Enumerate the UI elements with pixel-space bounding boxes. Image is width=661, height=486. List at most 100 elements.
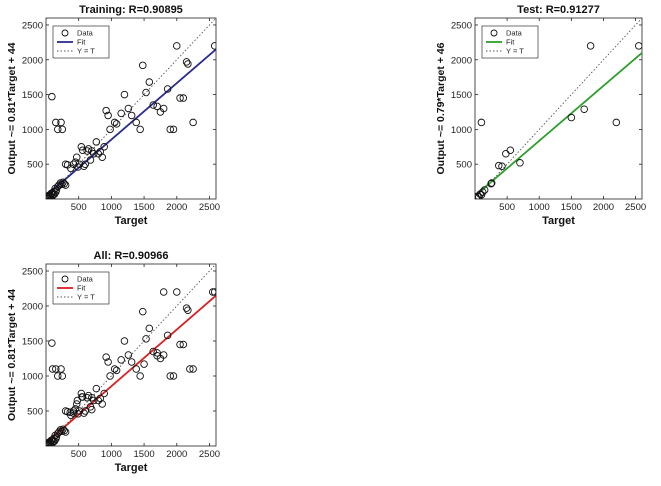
data-point bbox=[176, 94, 184, 102]
x-tick-label: 2000 bbox=[166, 449, 187, 460]
data-point bbox=[50, 190, 59, 198]
legend-label: Data bbox=[77, 275, 94, 284]
x-tick-label: 1000 bbox=[101, 202, 122, 213]
data-point bbox=[189, 365, 197, 373]
data-point bbox=[487, 179, 495, 188]
data-point bbox=[153, 102, 161, 111]
data-point bbox=[72, 400, 81, 408]
x-tick-label: 2000 bbox=[166, 202, 187, 213]
data-point bbox=[163, 85, 172, 93]
data-point bbox=[120, 90, 129, 99]
x-tick-label: 2000 bbox=[593, 202, 614, 213]
plot-title: All: R=0.90966 bbox=[94, 250, 169, 262]
data-point bbox=[480, 186, 489, 194]
data-point bbox=[189, 118, 197, 127]
data-point bbox=[127, 111, 136, 120]
data-point bbox=[208, 288, 216, 296]
x-tick-label: 1500 bbox=[134, 202, 155, 213]
data-point bbox=[48, 193, 56, 199]
data-point bbox=[142, 88, 150, 97]
data-point bbox=[112, 120, 121, 128]
data-point bbox=[186, 365, 194, 373]
y-tick-label: 2500 bbox=[22, 20, 43, 31]
data-point bbox=[176, 340, 184, 349]
data-point bbox=[54, 125, 62, 134]
identity-line bbox=[46, 264, 216, 446]
legend-label: Y = T bbox=[77, 47, 95, 56]
data-point bbox=[153, 349, 161, 357]
plot-inner bbox=[46, 264, 216, 446]
data-point bbox=[169, 372, 178, 380]
x-tick-label: 1500 bbox=[561, 202, 582, 213]
x-tick-label: 2500 bbox=[199, 449, 220, 460]
data-point bbox=[498, 162, 506, 171]
data-point bbox=[47, 436, 55, 445]
legend-label: Data bbox=[77, 29, 94, 38]
data-point bbox=[142, 335, 150, 343]
data-point bbox=[106, 125, 114, 134]
data-point bbox=[612, 118, 621, 127]
y-axis-label: Output ~= 0.81*Target + 44 bbox=[6, 289, 18, 421]
data-point bbox=[132, 365, 140, 373]
x-tick-label: 1000 bbox=[529, 202, 550, 213]
data-point bbox=[586, 42, 595, 50]
y-tick-label: 2000 bbox=[451, 55, 472, 66]
y-tick-label: 2000 bbox=[22, 55, 43, 66]
data-point bbox=[139, 61, 147, 70]
data-point bbox=[478, 188, 487, 196]
data-point bbox=[124, 351, 133, 359]
identity-line bbox=[475, 18, 642, 199]
y-tick-label: 2500 bbox=[451, 20, 472, 31]
data-point bbox=[81, 160, 89, 168]
data-point bbox=[83, 393, 91, 402]
x-axis-label: Target bbox=[115, 215, 148, 227]
data-point bbox=[117, 356, 125, 364]
data-point bbox=[89, 149, 98, 158]
data-point bbox=[117, 109, 125, 118]
legend-data-marker bbox=[61, 275, 69, 283]
data-point bbox=[59, 425, 67, 433]
data-point bbox=[184, 60, 192, 68]
data-point bbox=[179, 340, 188, 349]
data-point bbox=[58, 372, 67, 380]
data-point bbox=[173, 288, 181, 296]
identity-line bbox=[46, 18, 216, 199]
data-point bbox=[506, 146, 515, 155]
data-point bbox=[77, 389, 86, 398]
data-point bbox=[52, 365, 60, 373]
data-point bbox=[77, 143, 86, 151]
legend-label: Y = T bbox=[506, 47, 524, 56]
data-point bbox=[48, 92, 56, 101]
plot-inner bbox=[475, 18, 642, 199]
data-point bbox=[120, 337, 129, 345]
data-point bbox=[50, 437, 59, 445]
y-tick-label: 1500 bbox=[22, 337, 43, 348]
data-point bbox=[83, 147, 91, 155]
x-tick-label: 500 bbox=[499, 202, 515, 213]
y-tick-label: 1000 bbox=[22, 125, 43, 136]
y-tick-label: 1000 bbox=[22, 372, 43, 383]
data-point bbox=[69, 409, 78, 417]
y-tick-label: 1500 bbox=[22, 90, 43, 101]
data-point bbox=[48, 339, 56, 347]
data-point bbox=[475, 192, 482, 199]
y-tick-label: 2000 bbox=[22, 302, 43, 313]
data-point bbox=[57, 118, 65, 127]
data-point bbox=[145, 324, 154, 333]
data-point bbox=[100, 389, 108, 398]
data-point bbox=[67, 411, 75, 419]
data-point bbox=[163, 331, 172, 340]
data-point bbox=[495, 161, 503, 170]
data-point bbox=[110, 365, 119, 373]
data-point bbox=[159, 288, 168, 296]
data-point bbox=[149, 101, 157, 109]
data-point bbox=[567, 113, 576, 122]
data-point bbox=[140, 360, 148, 368]
data-point bbox=[487, 179, 496, 187]
x-tick-label: 2500 bbox=[625, 202, 646, 213]
y-tick-label: 500 bbox=[27, 407, 43, 418]
data-point bbox=[58, 125, 67, 134]
fit-line bbox=[475, 52, 642, 197]
data-point bbox=[136, 125, 144, 134]
